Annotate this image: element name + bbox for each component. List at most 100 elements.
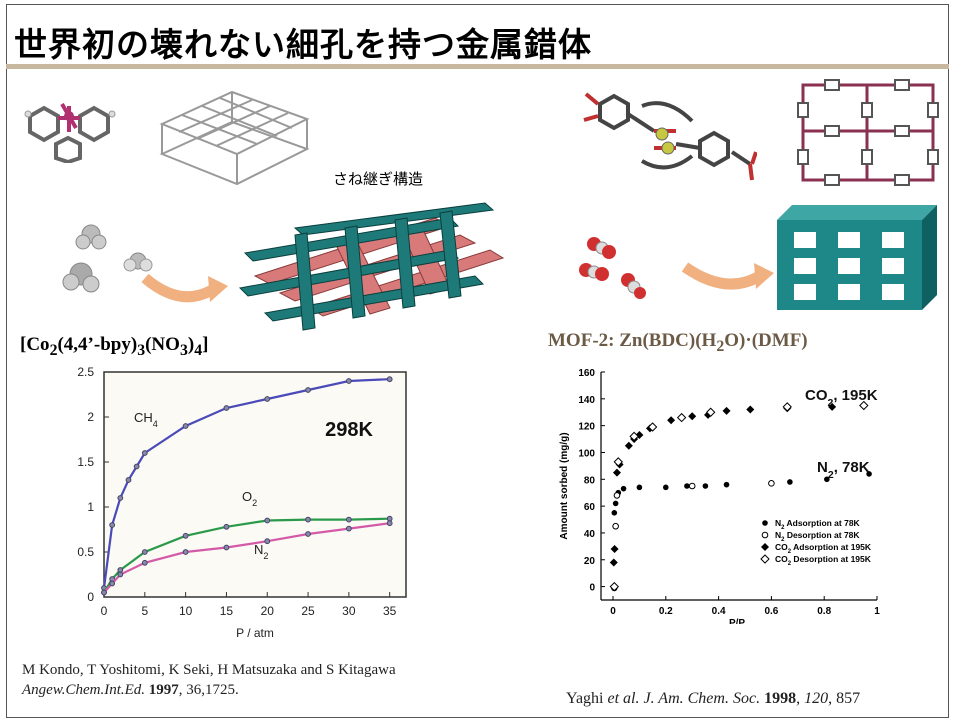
x-tick-label: 5: [141, 604, 148, 618]
series-line-ch4: [102, 378, 390, 589]
left-formula: [Co2(4,4’-bpy)3(NO3)4]: [20, 334, 209, 359]
data-point: [609, 558, 618, 567]
x-tick-label: 35: [383, 604, 397, 618]
legend-marker: [760, 554, 770, 564]
data-point: [667, 416, 676, 425]
data-point: [182, 423, 189, 429]
data-point: [782, 402, 792, 412]
y-tick-label: 80: [584, 475, 596, 486]
data-point: [688, 482, 696, 490]
slide-title: 世界初の壊れない細孔を持つ金属錯体: [14, 25, 592, 64]
data-point: [824, 476, 830, 483]
data-point: [264, 517, 271, 524]
y-tick-label: 2: [87, 410, 94, 424]
left-citation-authors: M Kondo, T Yoshitomi, K Seki, H Matsuzak…: [22, 662, 396, 678]
mof2-isotherm-chart: 0 0.2 0.4 0.6 0.8 1 0 20 40 60 80 100 120 140 160 P/P0 A…: [559, 368, 880, 624]
data-point: [612, 522, 619, 530]
legend-entry: N2 Desorption at 78K: [775, 530, 860, 543]
data-point: [768, 480, 775, 487]
series-label: O2: [242, 489, 257, 508]
legend-marker: [761, 531, 769, 539]
data-point: [828, 402, 837, 411]
data-point: [676, 412, 687, 423]
legend-entry: N2 Adsorption at 78K: [775, 518, 861, 531]
temperature-annotation: 298K: [325, 419, 373, 441]
x-tick-label: 10: [179, 604, 193, 618]
x-tick-label: 0: [610, 606, 616, 617]
legend-entry: CO2 Adsorption at 195K: [775, 542, 872, 555]
data-point: [223, 405, 230, 411]
x-tick-label: 20: [261, 604, 275, 618]
y-tick-label: 1.5: [77, 455, 94, 469]
data-point: [613, 457, 623, 467]
title-divider: [6, 64, 949, 69]
data-point: [866, 471, 872, 477]
x-tick-label: 0: [101, 604, 108, 618]
series-annotation: N2, 78K: [817, 459, 870, 481]
x-axis-label: P/P0: [729, 618, 749, 624]
data-point: [647, 422, 658, 432]
kondo-isotherm-chart: 0 5 10 15 20 25 30 35 0 0.5 1 1.5 2 2.5 P / atm 298K CH4…: [77, 365, 407, 640]
y-tick-label: 0.5: [77, 545, 94, 559]
y-tick-label: 40: [584, 529, 596, 540]
series-annotation: CO2, 195K: [805, 387, 878, 409]
data-point: [109, 522, 116, 528]
data-point: [109, 580, 116, 587]
x-tick-label: 15: [220, 604, 234, 618]
gas-molecule-image: [123, 252, 153, 272]
data-point: [345, 516, 352, 523]
right-formula: MOF-2: Zn(BDC)(H2O)·(DMF): [548, 330, 808, 355]
data-point: [859, 400, 869, 411]
series-label: CH4: [134, 410, 158, 429]
x-tick-label: 0.2: [659, 606, 673, 617]
y-tick-label: 140: [578, 395, 595, 406]
x-tick-label: 1: [874, 606, 880, 617]
data-point: [610, 545, 619, 554]
right-citation-ref: Yaghi et al. J. Am. Chem. Soc. 1998, 120…: [566, 690, 861, 707]
co-bpy-lattice-image: [159, 90, 310, 186]
x-tick-label: 30: [342, 604, 356, 618]
mof2-block-image: [777, 205, 937, 310]
data-point: [386, 520, 393, 527]
data-point: [182, 532, 189, 539]
data-point: [125, 477, 132, 483]
ch4-molecules-image: [62, 224, 107, 293]
y-tick-label: 2.5: [77, 365, 94, 379]
data-point: [613, 492, 621, 499]
data-point: [702, 483, 709, 489]
data-point: [629, 431, 639, 442]
x-tick-label: 0.8: [817, 606, 831, 617]
data-point: [611, 510, 618, 516]
data-point: [612, 500, 619, 507]
plot-area: [103, 371, 407, 598]
data-point: [746, 405, 755, 414]
data-point: [141, 549, 148, 555]
data-point: [141, 450, 148, 456]
data-point: [345, 525, 352, 532]
data-point: [705, 407, 716, 417]
data-point: [723, 481, 730, 488]
data-point: [117, 495, 124, 501]
y-tick-label: 60: [584, 502, 596, 513]
data-point: [264, 538, 271, 545]
slide-frame: [6, 4, 949, 718]
data-point: [684, 483, 690, 489]
y-tick-label: 0: [589, 583, 595, 594]
data-point: [386, 376, 393, 383]
arrow-right-icon: [681, 262, 774, 290]
y-axis-label: Amount sorbed (mg/g): [559, 432, 570, 539]
arrow-left-icon: [141, 273, 228, 303]
data-point: [182, 549, 189, 555]
x-tick-label: 0.6: [764, 606, 778, 617]
x-axis-label: P / atm: [236, 626, 274, 640]
zn-bdc-molecule-image: [583, 92, 757, 181]
data-point: [688, 412, 697, 421]
co2-molecules-image: [579, 237, 646, 299]
left-citation-ref: Angew.Chem.Int.Ed. 1997, 36,1725.: [22, 682, 239, 698]
data-point: [609, 581, 620, 592]
y-tick-label: 20: [584, 556, 596, 567]
data-point: [663, 484, 669, 491]
y-tick-label: 120: [578, 422, 595, 433]
data-point: [787, 479, 793, 485]
y-tick-label: 160: [578, 368, 595, 379]
